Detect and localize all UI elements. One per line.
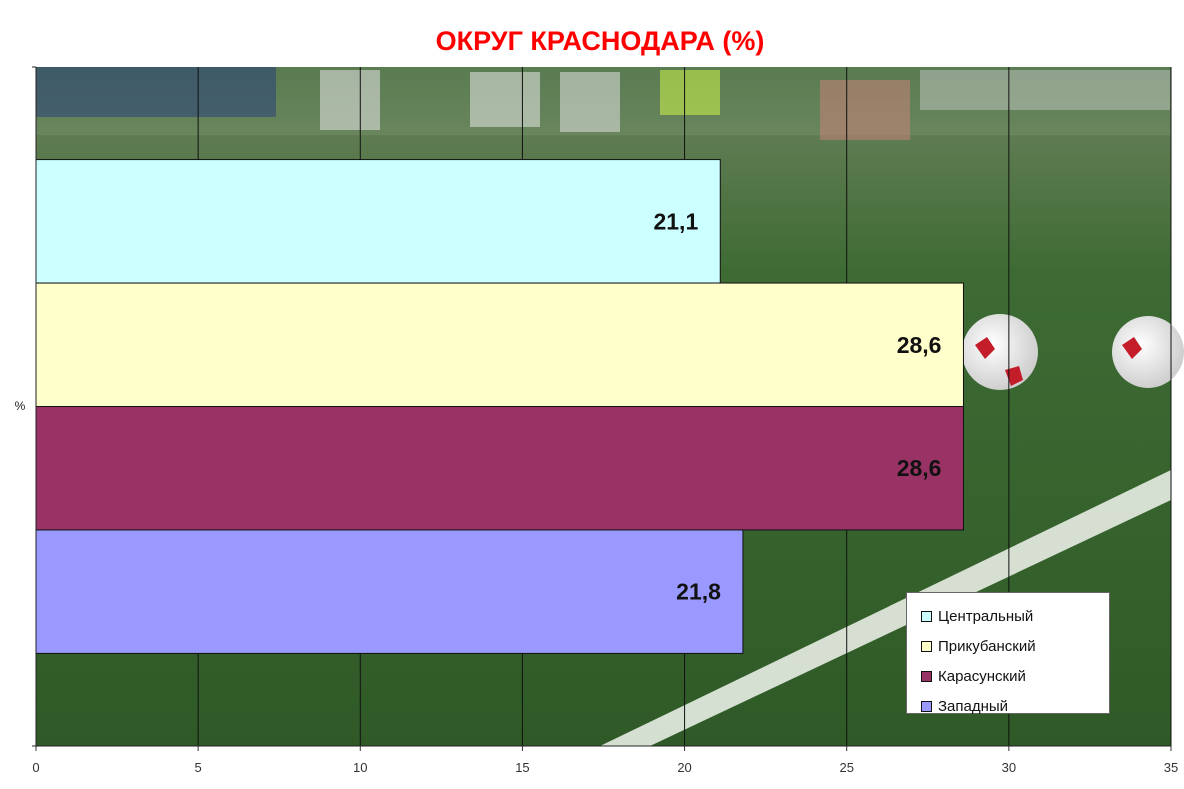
legend-item-karasunsky: Карасунский (921, 661, 1109, 691)
value-label: 21,8 (676, 579, 721, 605)
legend-swatch (921, 610, 932, 622)
football-ball-1 (962, 314, 1038, 390)
legend-label: Карасунский (938, 667, 1026, 685)
legend-item-prikubansky: Прикубанский (921, 631, 1109, 661)
legend-label: Прикубанский (938, 637, 1036, 655)
value-label: 28,6 (897, 455, 942, 481)
bar-1 (35, 159, 721, 284)
y-axis-label: % (15, 399, 26, 413)
x-tick-label: 0 (32, 760, 39, 775)
bar-2 (35, 282, 964, 407)
legend-label: Центральный (938, 607, 1034, 625)
x-tick-label: 20 (677, 760, 691, 775)
chart-legend: Центральный Прикубанский Карасунский Зап… (906, 592, 1110, 715)
x-tick-label: 30 (1002, 760, 1016, 775)
x-tick-label: 5 (195, 760, 202, 775)
legend-item-zapadny: Западный (921, 691, 1109, 721)
legend-swatch (921, 700, 932, 712)
chart-title: ОКРУГ КРАСНОДАРА (%) (436, 26, 765, 56)
x-tick-label: 35 (1164, 760, 1178, 775)
legend-swatch (921, 670, 932, 682)
legend-swatch (921, 640, 932, 652)
x-tick-label: 25 (839, 760, 853, 775)
value-label: 21,1 (653, 208, 698, 234)
x-tick-label: 15 (515, 760, 529, 775)
bar-4 (35, 529, 744, 654)
value-label: 28,6 (897, 332, 942, 358)
bar-3 (35, 406, 964, 531)
legend-label: Западный (938, 697, 1009, 715)
football-ball-2 (1112, 316, 1184, 388)
x-tick-label: 10 (353, 760, 367, 775)
legend-item-tsentralny: Центральный (921, 601, 1109, 631)
